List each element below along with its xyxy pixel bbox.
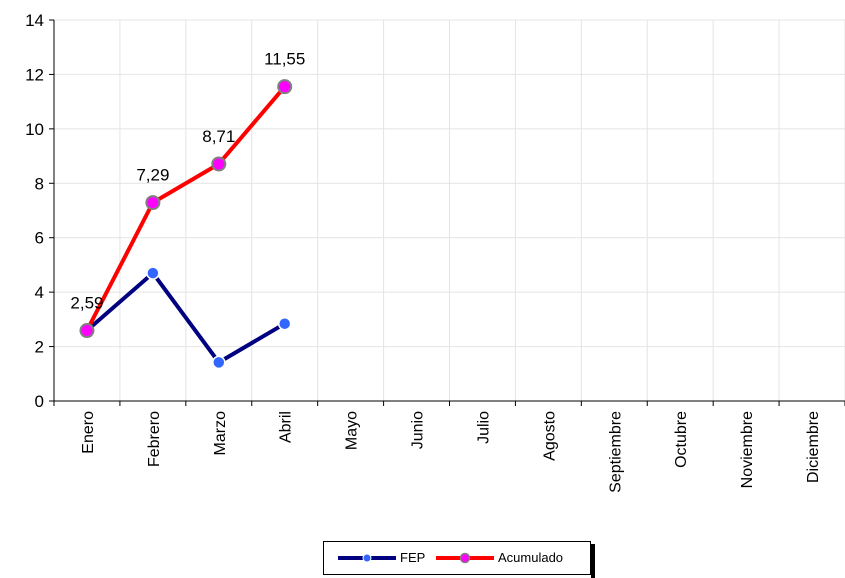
x-tick-label: Marzo (212, 411, 229, 456)
data-labels: 2,59 7,29 8,71 11,55 (70, 50, 305, 313)
x-tick-label: Septiembre (607, 411, 624, 493)
y-tick-label: 10 (25, 120, 44, 139)
legend-swatch-fep (338, 553, 396, 562)
x-tick-label: Noviembre (739, 411, 756, 488)
x-tick-label: Agosto (541, 411, 558, 461)
data-label-acumulado: 11,55 (264, 50, 305, 69)
series-line-fep (85, 271, 286, 365)
series-line-acumulado (85, 85, 287, 332)
y-tick-label: 8 (35, 174, 44, 193)
x-tick-label: Abril (278, 411, 295, 443)
x-tick-label: Diciembre (805, 411, 822, 483)
x-axis-ticks: Enero Febrero Marzo Abril Mayo Junio Julio Agos… (53, 401, 845, 493)
legend-shadow (591, 544, 595, 578)
x-tick-label: Mayo (344, 411, 361, 450)
data-label-acumulado: 8,71 (202, 127, 235, 146)
x-tick-label: Octubre (673, 411, 690, 468)
y-tick-label: 14 (25, 11, 44, 30)
y-axis-ticks: 0 2 4 6 8 10 12 14 (25, 11, 54, 411)
x-tick-label: Febrero (146, 411, 163, 467)
y-tick-label: 12 (25, 65, 44, 84)
x-tick-label: Junio (410, 411, 427, 449)
y-tick-label: 6 (35, 229, 44, 248)
point-fep (212, 355, 226, 370)
data-label-acumulado: 7,29 (136, 166, 169, 185)
point-acumulado (211, 156, 227, 172)
legend-item-fep: FEP (338, 550, 425, 565)
point-fep (146, 266, 160, 280)
series-layer (79, 79, 293, 370)
point-fep (277, 316, 292, 331)
legend-item-acumulado: Acumulado (436, 550, 563, 565)
point-acumulado (79, 323, 95, 339)
point-acumulado (277, 79, 293, 95)
legend: FEP Acumulado (323, 541, 591, 575)
legend-label-fep: FEP (400, 550, 426, 565)
x-tick-label: Julio (475, 411, 492, 444)
point-acumulado (145, 195, 161, 211)
y-tick-label: 0 (35, 392, 44, 411)
legend-swatch-acumulado (436, 552, 494, 563)
legend-label-acumulado: Acumulado (498, 550, 564, 565)
y-tick-label: 2 (35, 338, 44, 357)
data-label-acumulado: 2,59 (70, 294, 103, 313)
grid-lines (54, 19, 845, 401)
y-tick-label: 4 (35, 283, 44, 302)
x-tick-label: Enero (80, 411, 97, 454)
